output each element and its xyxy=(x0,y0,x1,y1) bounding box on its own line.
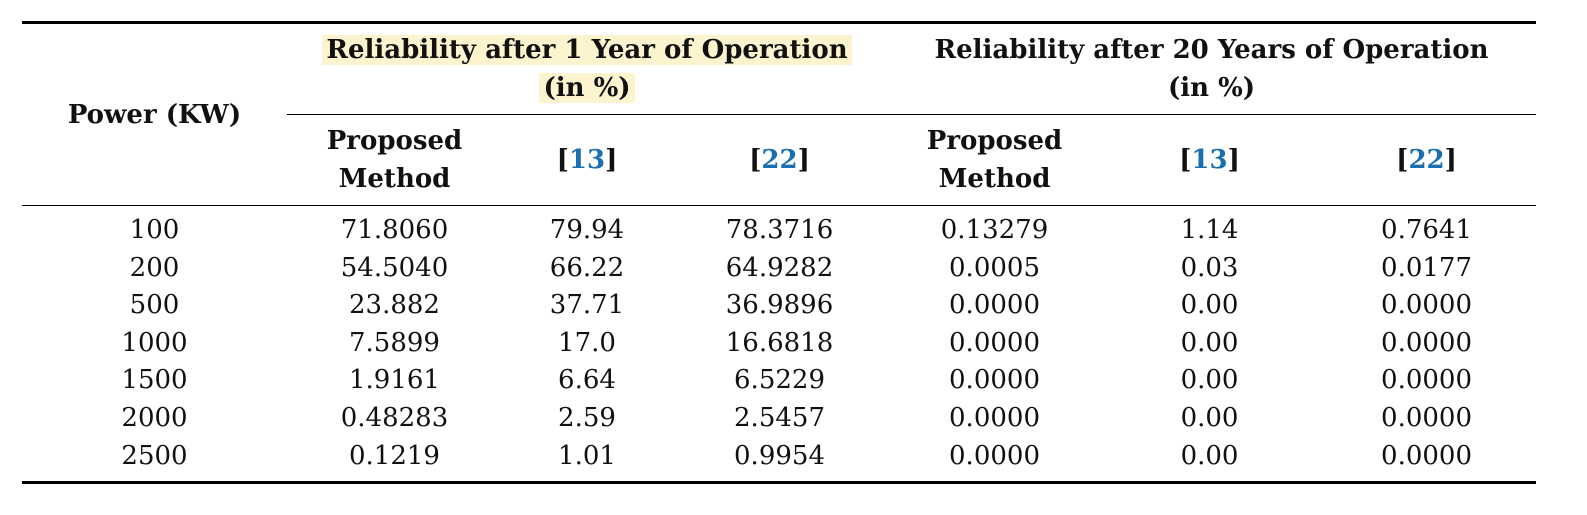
citation-link-22[interactable]: 22 xyxy=(1408,145,1445,175)
cell-power: 1000 xyxy=(121,327,188,358)
cell-1y-proposed: 0.48283 xyxy=(340,402,449,433)
bracket-open: [ xyxy=(1179,145,1192,175)
cell-20y-ref13: 0.00 xyxy=(1180,365,1239,396)
subheader-ref-13-20y: [13] xyxy=(1102,114,1318,206)
cell-20y-ref13: 1.14 xyxy=(1180,215,1239,245)
subheader-line2: Method xyxy=(338,164,451,194)
cell-20y-ref13: 0.00 xyxy=(1180,402,1239,433)
cell-1y-ref22: 36.9896 xyxy=(725,290,834,321)
highlighted-group-title: Reliability after 1 Year of Operation xyxy=(322,35,852,65)
cell-20y-ref22: 0.0177 xyxy=(1381,252,1473,283)
group2-title-line2: (in %) xyxy=(1167,73,1256,103)
table-body: 100 71.8060 79.94 78.3716 0.13279 1.14 0… xyxy=(22,206,1537,485)
power-header-label: Power (KW) xyxy=(67,99,242,130)
subheader-proposed-method-1y: Proposed Method xyxy=(287,114,502,206)
cell-1y-proposed: 1.9161 xyxy=(349,365,440,396)
citation-link-22[interactable]: 22 xyxy=(761,145,798,175)
header-row-subcolumns: Proposed Method [13] [22] Proposed Metho… xyxy=(22,114,1537,206)
cell-20y-proposed: 0.0000 xyxy=(949,365,1040,396)
bracket-close: ] xyxy=(1227,145,1240,175)
subheader-proposed-method-20y: Proposed Method xyxy=(887,114,1103,206)
cell-1y-proposed: 71.8060 xyxy=(340,215,449,245)
table-row: 1500 1.9161 6.64 6.5229 0.0000 0.00 0.00… xyxy=(22,362,1536,400)
bracket-open: [ xyxy=(749,145,762,175)
cell-1y-ref13: 6.64 xyxy=(558,365,616,396)
group-header-20-years: Reliability after 20 Years of Operation … xyxy=(887,21,1537,115)
cell-1y-ref13: 1.01 xyxy=(502,437,672,485)
cell-20y-ref22: 0.0000 xyxy=(1381,290,1473,321)
cell-1y-ref22: 0.9954 xyxy=(672,437,888,485)
citation-link-13[interactable]: 13 xyxy=(568,145,606,175)
table-row: 2000 0.48283 2.59 2.5457 0.0000 0.00 0.0… xyxy=(22,400,1536,438)
bracket-close: ] xyxy=(1444,145,1457,175)
cell-20y-ref13: 0.03 xyxy=(1180,252,1239,283)
bracket-open: [ xyxy=(556,145,569,175)
cell-1y-ref22: 2.5457 xyxy=(734,402,825,433)
subheader-ref-22-20y: [22] xyxy=(1317,114,1537,206)
cell-1y-ref13: 66.22 xyxy=(549,252,625,283)
subheader-line1: Proposed xyxy=(326,126,463,156)
subheader-ref-22-1y: [22] xyxy=(672,114,888,206)
cell-20y-proposed: 0.0000 xyxy=(949,290,1040,321)
table-row: 200 54.5040 66.22 64.9282 0.0005 0.03 0.… xyxy=(22,250,1536,288)
highlighted-group-unit: (in %) xyxy=(539,73,635,103)
cell-1y-proposed: 23.882 xyxy=(349,290,440,321)
cell-20y-ref22: 0.0000 xyxy=(1317,437,1537,485)
group1-title-line1: Reliability after 1 Year of Operation xyxy=(326,35,848,65)
power-column-header: Power (KW) xyxy=(22,21,287,206)
reliability-table: Power (KW) Reliability after 1 Year of O… xyxy=(22,21,1537,485)
cell-power: 500 xyxy=(129,290,180,321)
cell-20y-ref13: 0.00 xyxy=(1180,290,1239,321)
header-row-groups: Power (KW) Reliability after 1 Year of O… xyxy=(22,21,1537,206)
citation-link-13[interactable]: 13 xyxy=(1191,145,1228,175)
subheader-ref-13-1y: [13] xyxy=(502,114,672,206)
cell-1y-ref13: 2.59 xyxy=(558,402,616,433)
table-row: 100 71.8060 79.94 78.3716 0.13279 1.14 0… xyxy=(22,206,1536,250)
cell-20y-ref22: 0.0000 xyxy=(1381,402,1473,433)
cell-1y-proposed: 54.5040 xyxy=(340,252,449,283)
table-row: 2500 0.1219 1.01 0.9954 0.0000 0.00 0.00… xyxy=(22,437,1537,485)
cell-1y-ref22: 6.5229 xyxy=(734,365,825,396)
subheader-line2: Method xyxy=(938,164,1051,194)
cell-20y-proposed: 0.13279 xyxy=(940,215,1049,245)
bracket-close: ] xyxy=(797,145,810,175)
cell-20y-ref13: 0.00 xyxy=(1102,437,1318,485)
cell-power: 2000 xyxy=(121,402,188,433)
cell-20y-proposed: 0.0000 xyxy=(949,402,1040,433)
cell-20y-ref13: 0.00 xyxy=(1180,327,1239,358)
cell-power: 2500 xyxy=(22,437,287,485)
cell-1y-proposed: 7.5899 xyxy=(349,327,440,358)
bracket-open: [ xyxy=(1396,145,1409,175)
cell-1y-ref22: 64.9282 xyxy=(725,252,834,283)
group1-title-line2: (in %) xyxy=(543,73,631,103)
cell-20y-proposed: 0.0000 xyxy=(887,437,1103,485)
cell-power: 1500 xyxy=(121,365,188,396)
cell-20y-ref22: 0.0000 xyxy=(1381,365,1473,396)
cell-power: 100 xyxy=(129,215,180,245)
group2-title-line1: Reliability after 20 Years of Operation xyxy=(934,35,1489,65)
subheader-line1: Proposed xyxy=(926,126,1063,156)
cell-20y-proposed: 0.0005 xyxy=(949,252,1040,283)
table-header: Power (KW) Reliability after 1 Year of O… xyxy=(22,21,1537,206)
cell-1y-ref22: 78.3716 xyxy=(725,215,834,245)
reliability-table-container: Power (KW) Reliability after 1 Year of O… xyxy=(22,21,1537,485)
cell-20y-proposed: 0.0000 xyxy=(949,327,1040,358)
table-row: 500 23.882 37.71 36.9896 0.0000 0.00 0.0… xyxy=(22,287,1536,325)
cell-1y-ref13: 79.94 xyxy=(549,215,625,245)
cell-power: 200 xyxy=(129,252,180,283)
group-header-1-year: Reliability after 1 Year of Operation (i… xyxy=(287,21,888,115)
cell-20y-ref22: 0.7641 xyxy=(1381,215,1473,245)
cell-1y-ref22: 16.6818 xyxy=(725,327,834,358)
cell-1y-ref13: 17.0 xyxy=(558,327,616,358)
table-row: 1000 7.5899 17.0 16.6818 0.0000 0.00 0.0… xyxy=(22,325,1536,363)
cell-1y-ref13: 37.71 xyxy=(549,290,625,321)
cell-20y-ref22: 0.0000 xyxy=(1381,327,1473,358)
bracket-close: ] xyxy=(605,145,618,175)
cell-1y-proposed: 0.1219 xyxy=(287,437,502,485)
